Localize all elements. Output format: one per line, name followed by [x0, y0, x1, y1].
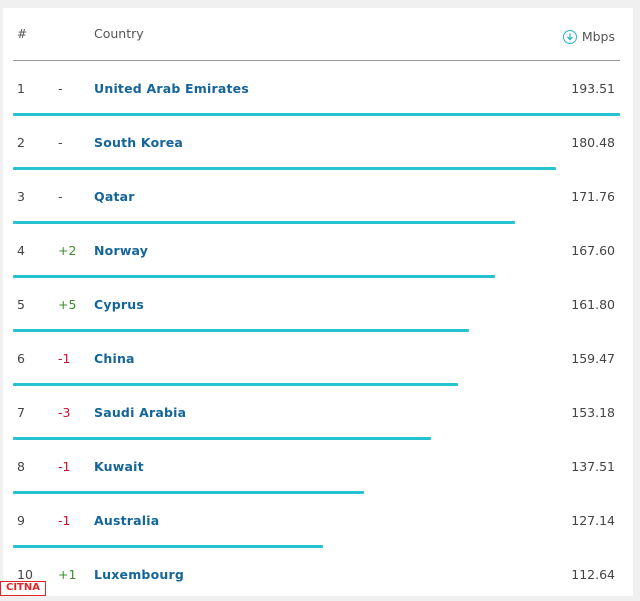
table-row: 10 +1 Luxembourg 112.64 [3, 547, 633, 601]
country-link[interactable]: Cyprus [94, 297, 144, 312]
speed-value: 161.80 [571, 297, 615, 312]
country-link[interactable]: Kuwait [94, 459, 144, 474]
rank-change: - [58, 135, 63, 150]
header-rank: # [17, 27, 27, 41]
table-row: 4 +2 Norway 167.60 [3, 223, 633, 277]
rank-change: -1 [58, 459, 70, 474]
table-row: 9 -1 Australia 127.14 [3, 493, 633, 547]
download-circle-icon [563, 30, 577, 44]
speed-ranking-table: # Country Mbps 1 - United Arab Emirates 193… [3, 8, 633, 596]
rank-cell: 8 [17, 459, 25, 474]
speed-value: 193.51 [571, 81, 615, 96]
table-row: 5 +5 Cyprus 161.80 [3, 277, 633, 331]
rank-cell: 7 [17, 405, 25, 420]
watermark-logo: CITNA [0, 581, 46, 596]
country-link[interactable]: Norway [94, 243, 148, 258]
speed-value: 167.60 [571, 243, 615, 258]
speed-value: 112.64 [571, 567, 615, 582]
rank-change: -3 [58, 405, 70, 420]
rank-cell: 10 [17, 567, 33, 582]
rank-change: +5 [58, 297, 76, 312]
rank-cell: 5 [17, 297, 25, 312]
country-link[interactable]: Saudi Arabia [94, 405, 186, 420]
rank-cell: 6 [17, 351, 25, 366]
table-row: 8 -1 Kuwait 137.51 [3, 439, 633, 493]
rank-change: -1 [58, 513, 70, 528]
speed-value: 159.47 [571, 351, 615, 366]
table-row: 1 - United Arab Emirates 193.51 [3, 61, 633, 115]
header-unit-label: Mbps [582, 29, 615, 44]
speed-value: 180.48 [571, 135, 615, 150]
speed-value: 127.14 [571, 513, 615, 528]
rank-cell: 3 [17, 189, 25, 204]
table-row: 2 - South Korea 180.48 [3, 115, 633, 169]
speed-value: 171.76 [571, 189, 615, 204]
rank-change: - [58, 189, 63, 204]
country-link[interactable]: Luxembourg [94, 567, 184, 582]
country-link[interactable]: United Arab Emirates [94, 81, 249, 96]
rank-cell: 4 [17, 243, 25, 258]
table-header: # Country Mbps [3, 8, 633, 60]
rank-change: +1 [58, 567, 76, 582]
table-row: 3 - Qatar 171.76 [3, 169, 633, 223]
header-country: Country [94, 26, 144, 41]
table-row: 7 -3 Saudi Arabia 153.18 [3, 385, 633, 439]
country-link[interactable]: Qatar [94, 189, 135, 204]
header-mbps[interactable]: Mbps [563, 29, 615, 44]
rank-cell: 9 [17, 513, 25, 528]
country-link[interactable]: Australia [94, 513, 159, 528]
rank-change: - [58, 81, 63, 96]
rank-cell: 2 [17, 135, 25, 150]
speed-value: 137.51 [571, 459, 615, 474]
rank-cell: 1 [17, 81, 25, 96]
speed-value: 153.18 [571, 405, 615, 420]
country-link[interactable]: China [94, 351, 135, 366]
country-link[interactable]: South Korea [94, 135, 183, 150]
table-row: 6 -1 China 159.47 [3, 331, 633, 385]
rank-change: +2 [58, 243, 76, 258]
rank-change: -1 [58, 351, 70, 366]
